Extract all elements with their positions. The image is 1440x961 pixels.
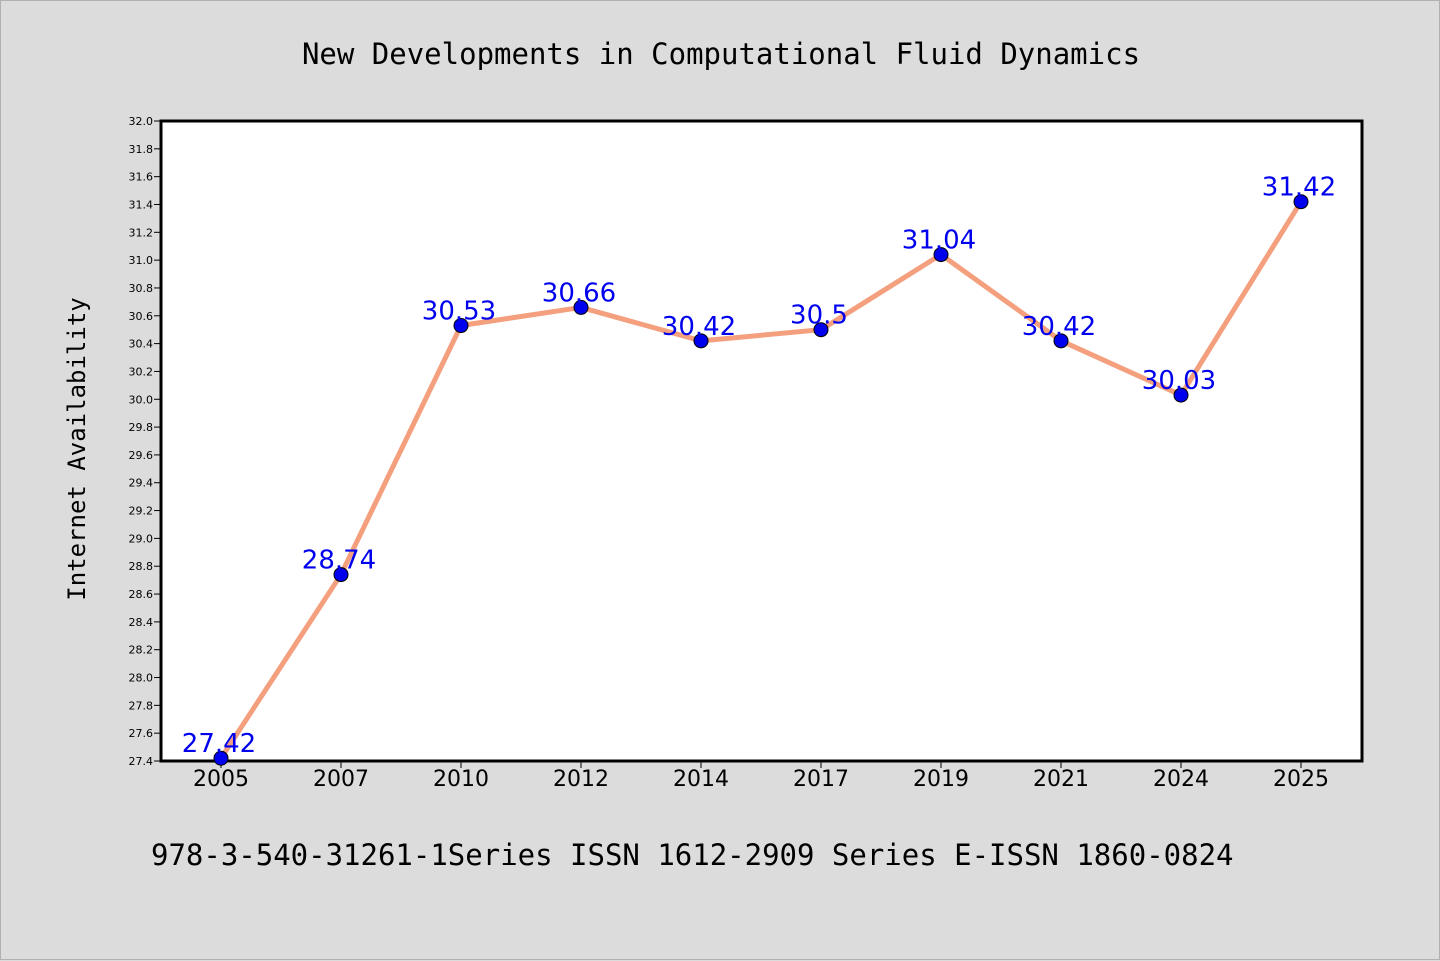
y-tick-label: 28.4	[129, 616, 154, 629]
x-tick-label: 2019	[913, 767, 969, 792]
data-point	[933, 247, 949, 263]
data-point	[1293, 194, 1309, 210]
data-point	[1173, 387, 1189, 403]
x-axis-ticks: 2005 2007 2010 2012 2014 2017 2019 2021 2024 2025	[193, 761, 1329, 792]
data-label: 27.42	[182, 729, 256, 759]
data-label: 28.74	[302, 546, 376, 576]
y-tick-label: 29.2	[129, 505, 154, 518]
data-label: 31.42	[1262, 173, 1336, 203]
y-tick-label: 31.4	[129, 198, 154, 211]
x-tick-label: 2024	[1153, 767, 1209, 792]
data-label: 30.42	[662, 312, 736, 342]
y-tick-label: 28.0	[129, 672, 154, 685]
data-point	[213, 750, 229, 766]
data-point	[573, 299, 589, 315]
y-tick-label: 28.8	[129, 560, 154, 573]
x-tick-label: 2007	[313, 767, 369, 792]
data-point	[693, 333, 709, 349]
x-tick-label: 2021	[1033, 767, 1089, 792]
y-tick-label: 30.4	[129, 338, 154, 351]
plot-area	[159, 119, 1364, 763]
data-label: 30.5	[790, 301, 848, 331]
y-tick-label: 31.6	[129, 171, 154, 184]
data-label: 30.03	[1142, 366, 1216, 396]
y-tick-label: 30.8	[129, 282, 154, 295]
y-tick-label: 29.6	[129, 449, 154, 462]
y-tick-label: 30.0	[129, 393, 154, 406]
y-tick-label: 29.0	[129, 532, 154, 545]
data-labels: 27.42 28.74 30.53 30.66 30.42 30.5 31.04 30.42 3…	[182, 173, 1336, 760]
data-point	[1053, 333, 1069, 349]
data-point	[333, 567, 349, 583]
chart-title: New Developments in Computational Fluid …	[302, 37, 1140, 71]
x-tick-label: 2014	[673, 767, 729, 792]
y-tick-label: 31.0	[129, 254, 154, 267]
y-tick-label: 28.6	[129, 588, 154, 601]
data-label: 30.53	[422, 297, 496, 327]
y-tick-label: 30.2	[129, 365, 154, 378]
x-tick-label: 2017	[793, 767, 849, 792]
x-tick-label: 2010	[433, 767, 489, 792]
data-label: 30.42	[1022, 312, 1096, 342]
data-label: 30.66	[542, 278, 616, 308]
data-label: 31.04	[902, 226, 976, 256]
y-tick-label: 29.8	[129, 421, 154, 434]
x-tick-label: 2012	[553, 767, 609, 792]
y-tick-label: 30.6	[129, 310, 154, 323]
data-point	[453, 318, 469, 334]
y-tick-label: 31.8	[129, 143, 154, 156]
y-tick-label: 27.4	[129, 755, 154, 768]
footnote: 978-3-540-31261-1Series ISSN 1612-2909 S…	[151, 838, 1234, 872]
y-tick-label: 27.8	[129, 699, 154, 712]
y-tick-label: 29.4	[129, 477, 154, 490]
x-tick-label: 2005	[193, 767, 249, 792]
data-markers	[213, 194, 1309, 766]
y-axis-label: Internet Availability	[63, 297, 91, 600]
data-point	[813, 322, 829, 338]
y-axis-ticks: 27.4 27.6 27.8 28.0 28.2 28.4 28.6 28.8 29.0 29.2…	[129, 115, 161, 768]
y-tick-label: 28.2	[129, 644, 154, 657]
series-line	[218, 199, 1304, 761]
x-tick-label: 2025	[1273, 767, 1329, 792]
y-tick-label: 27.6	[129, 727, 154, 740]
y-tick-label: 31.2	[129, 226, 154, 239]
series-line-group	[218, 199, 1304, 761]
y-tick-label: 32.0	[129, 115, 154, 128]
